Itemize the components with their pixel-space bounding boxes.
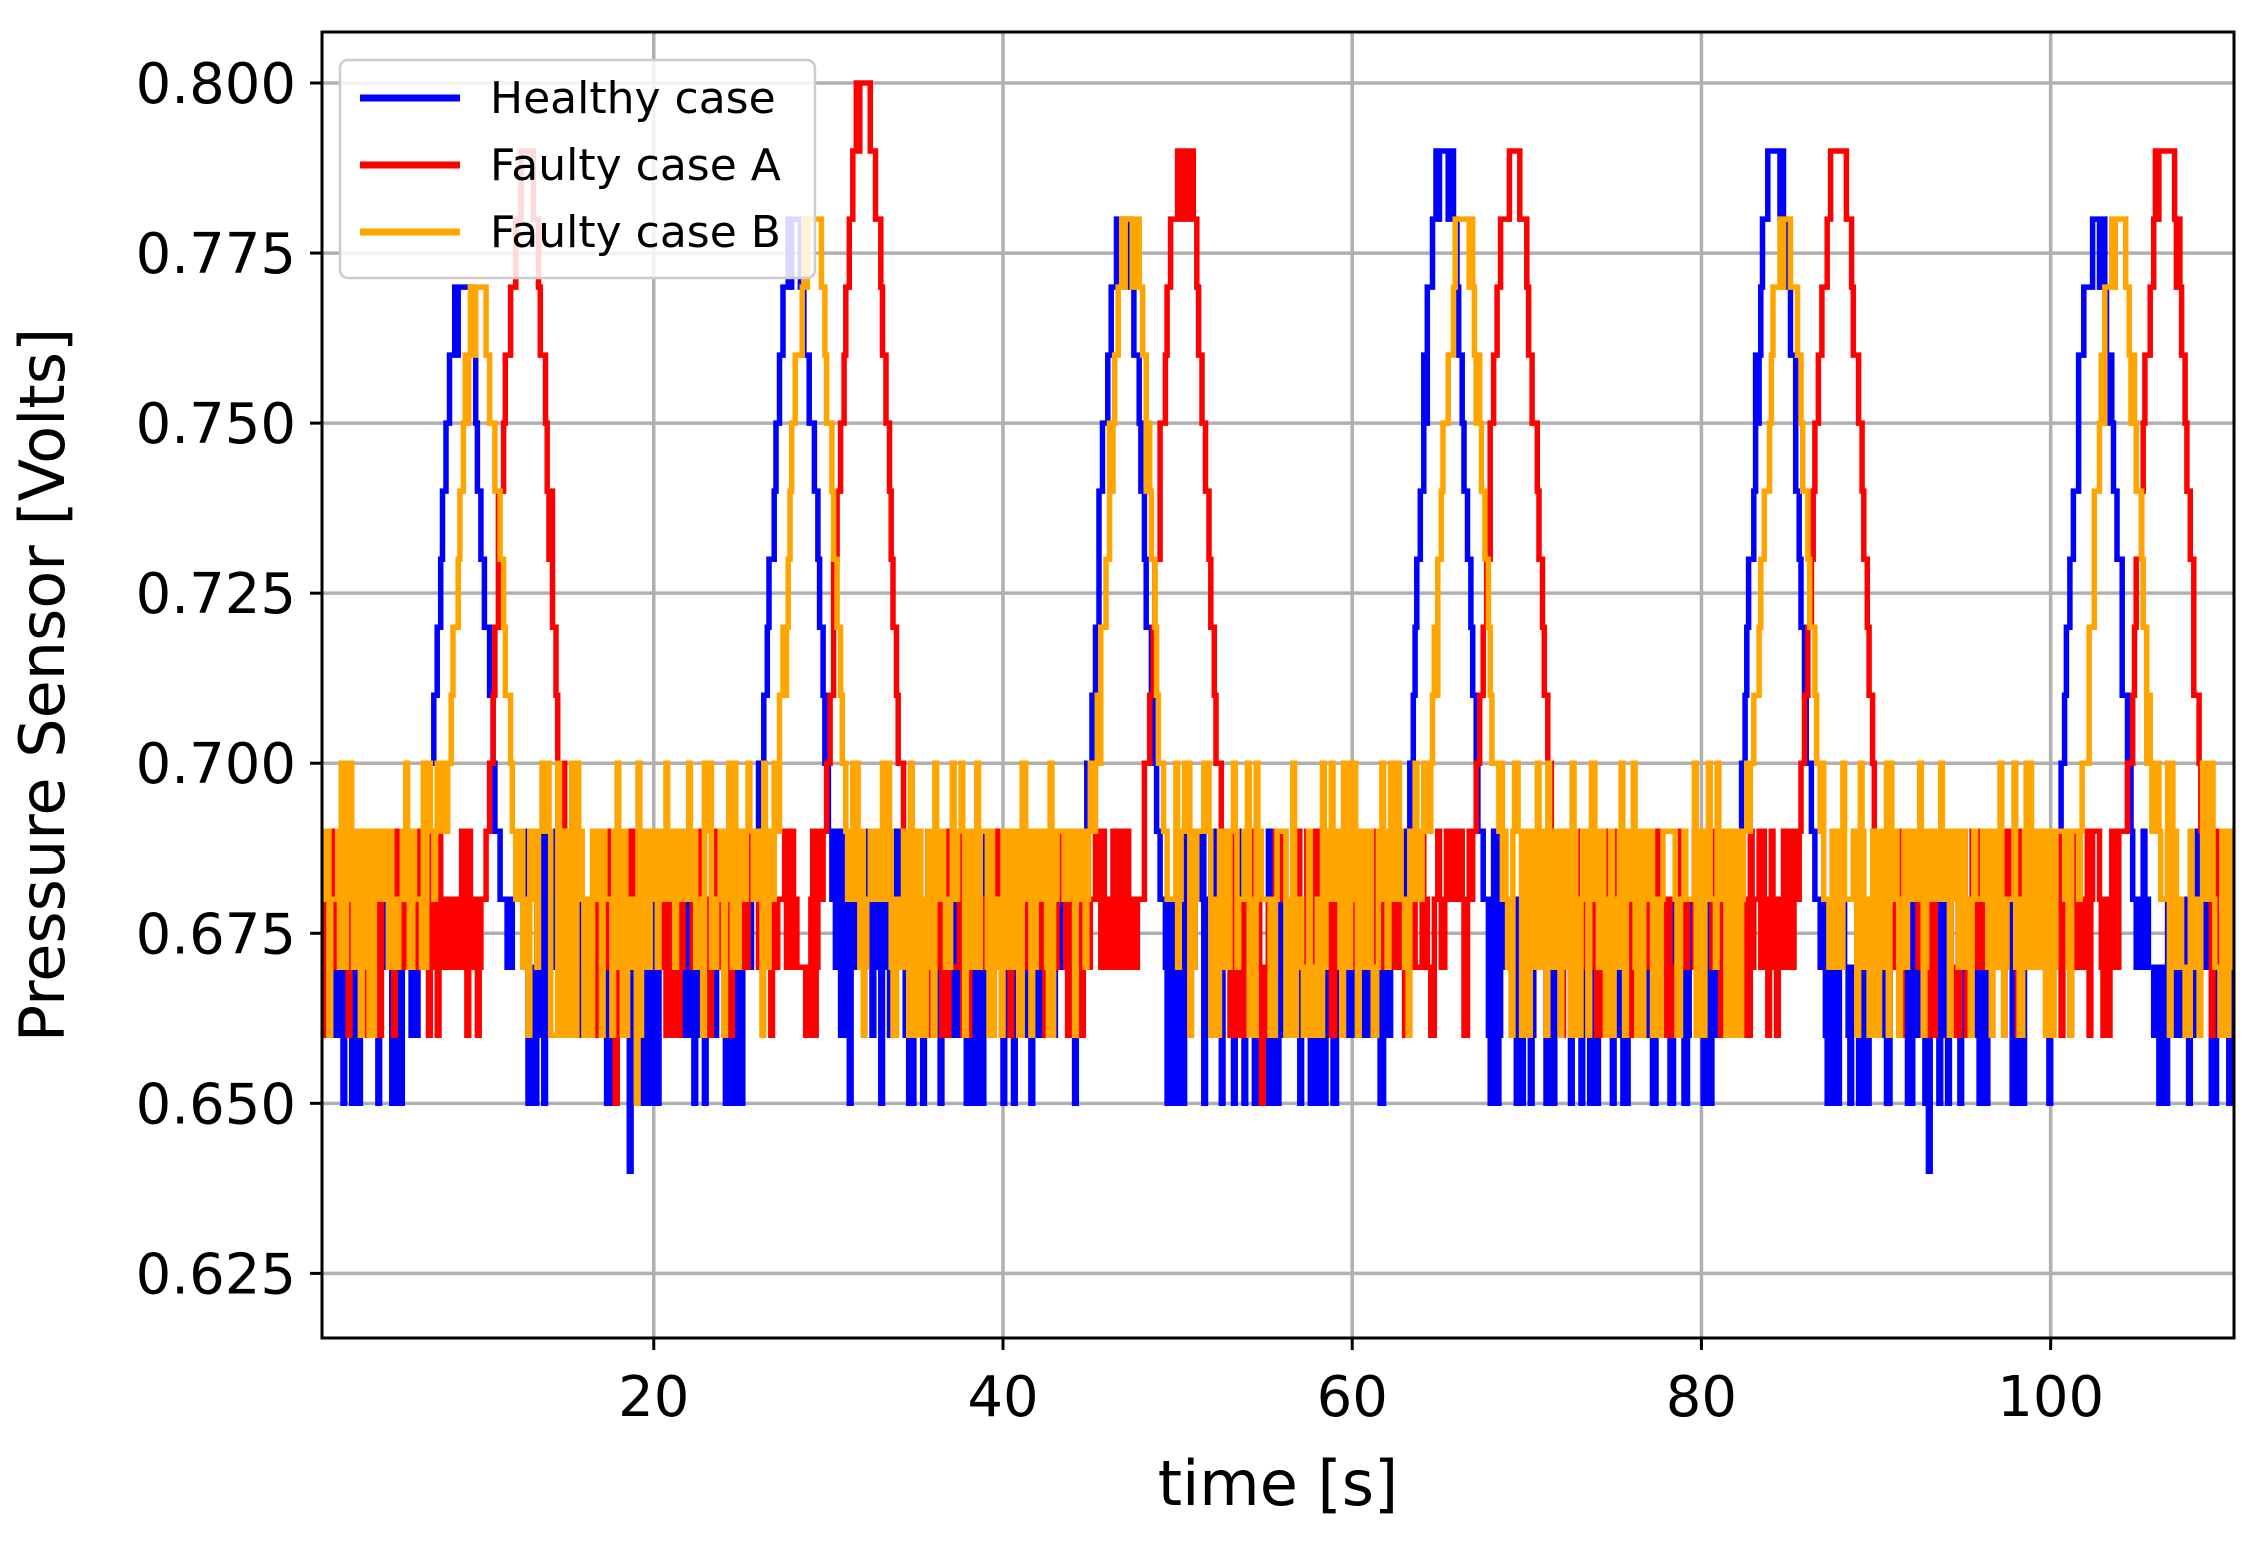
x-tick-label: 40	[967, 1365, 1038, 1430]
y-tick-label: 0.750	[136, 392, 296, 457]
y-tick-label: 0.775	[136, 222, 296, 287]
y-axis: 0.625 0.650 0.675 0.700 0.725 0.750 0.775 0.800	[136, 52, 322, 1307]
plot-frame	[320, 30, 2236, 1340]
x-tick-label: 80	[1666, 1365, 1737, 1430]
x-tick-label: 20	[618, 1365, 689, 1430]
y-tick-label: 0.625	[136, 1242, 296, 1307]
y-tick-label: 0.725	[136, 562, 296, 627]
y-axis-label: Pressure Sensor [Volts]	[6, 328, 79, 1042]
y-tick-label: 0.800	[136, 52, 296, 117]
legend: Healthy case Faulty case A Faulty case B	[338, 58, 817, 280]
series-layer	[322, 80, 2234, 1175]
x-tick-label: 100	[1997, 1365, 2104, 1430]
y-tick-label: 0.675	[136, 902, 296, 967]
legend-label-healthy: Healthy case	[490, 73, 776, 124]
series-faulty-case-b	[322, 216, 2234, 1107]
legend-label-faulty-a: Faulty case A	[490, 140, 781, 191]
legend-box	[338, 58, 817, 280]
legend-label-faulty-b: Faulty case B	[490, 207, 781, 258]
y-tick-label: 0.700	[136, 732, 296, 797]
x-axis: 20 40 60 80 100	[618, 1338, 2104, 1430]
y-tick-label: 0.650	[136, 1072, 296, 1137]
x-axis-label: time [s]	[1158, 1447, 1398, 1520]
x-tick-label: 60	[1317, 1365, 1388, 1430]
